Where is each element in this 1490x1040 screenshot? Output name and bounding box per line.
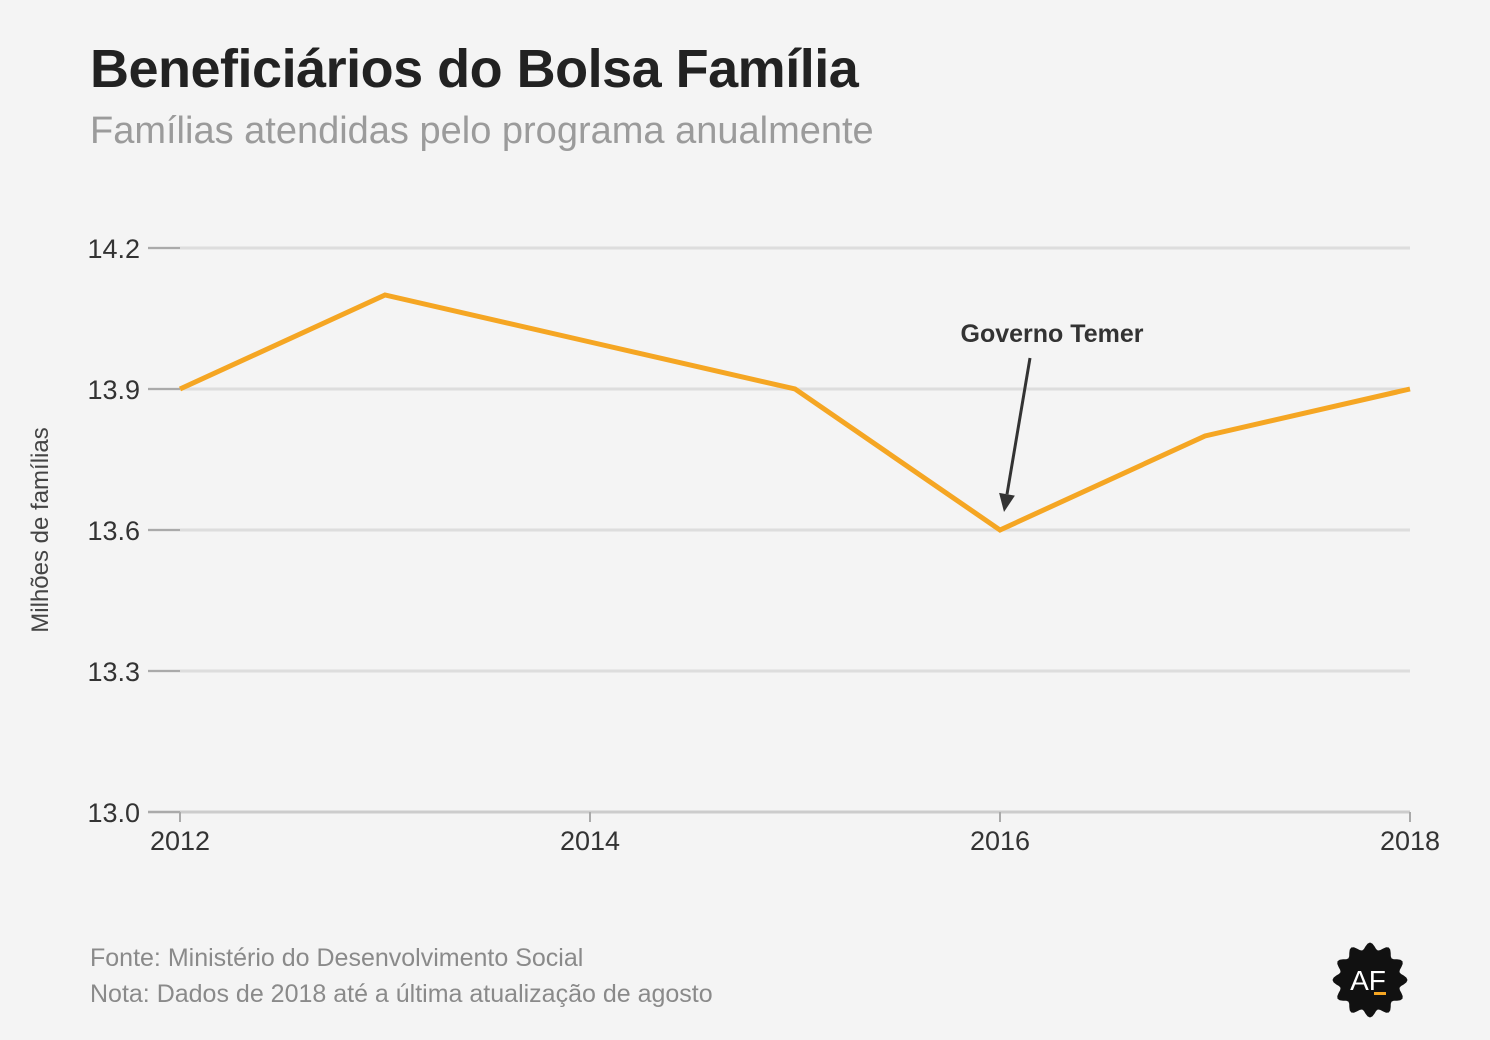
y-tick-label: 13.0 xyxy=(87,798,140,828)
chart-title: Beneficiários do Bolsa Família xyxy=(90,39,859,99)
logo-accent-bar xyxy=(1374,992,1386,995)
series-line-layer xyxy=(178,292,1411,533)
x-axis: 2012 2014 2016 2018 xyxy=(150,812,1440,856)
source-note: Fonte: Ministério do Desenvolvimento Soc… xyxy=(90,944,584,972)
x-tick-label: 2018 xyxy=(1380,826,1440,856)
grid-lines xyxy=(148,246,1410,814)
y-axis: 13.0 13.3 13.6 13.9 14.2 xyxy=(87,234,180,828)
y-tick-label: 13.3 xyxy=(87,657,140,687)
series-line xyxy=(178,292,1411,533)
y-axis-label: Milhões de famílias xyxy=(27,427,54,632)
y-tick-label: 14.2 xyxy=(87,234,140,264)
logo-text: AF xyxy=(1350,965,1386,996)
annotation-layer: Governo Temer xyxy=(961,320,1144,512)
annotation-label: Governo Temer xyxy=(961,320,1144,348)
annotation-arrow xyxy=(1005,357,1032,495)
x-tick-label: 2014 xyxy=(560,826,620,856)
line-chart: 13.0 13.3 13.6 13.9 14.2 2012 2014 2016 2018 Mi… xyxy=(27,234,1440,856)
x-tick-label: 2012 xyxy=(150,826,210,856)
logo-badge-shape xyxy=(1332,942,1408,1018)
af-logo-badge-icon: AF xyxy=(1332,942,1408,1018)
data-note: Nota: Dados de 2018 até a última atualiz… xyxy=(90,980,713,1008)
chart-subtitle: Famílias atendidas pelo programa anualme… xyxy=(90,110,874,152)
y-tick-label: 13.6 xyxy=(87,516,140,546)
x-tick-label: 2016 xyxy=(970,826,1030,856)
annotation-arrowhead xyxy=(999,492,1015,512)
y-tick-label: 13.9 xyxy=(87,375,140,405)
